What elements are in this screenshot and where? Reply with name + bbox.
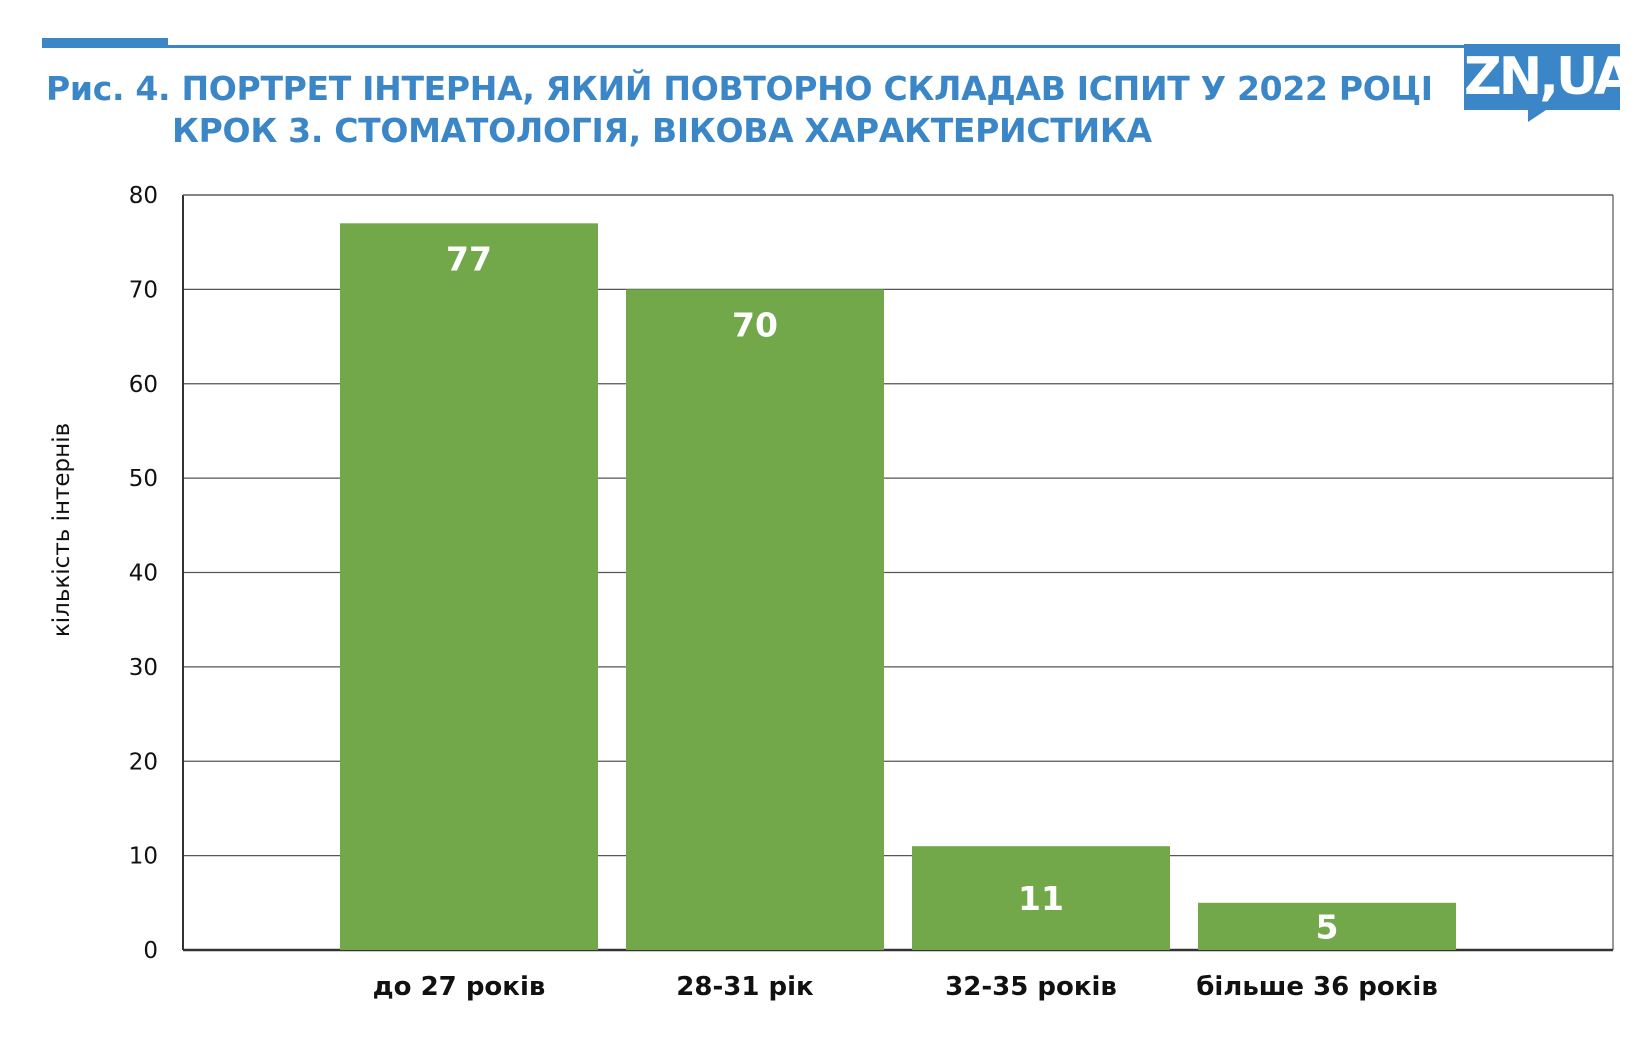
chart-title-line-1: Рис. 4. ПОРТРЕТ ІНТЕРНА, ЯКИЙ ПОВТОРНО С…	[46, 69, 1433, 108]
chart-title-line-2: КРОК 3. СТОМАТОЛОГІЯ, ВІКОВА ХАРАКТЕРИСТ…	[172, 111, 1152, 150]
y-tick-label: 30	[129, 655, 158, 681]
data-label: 11	[1018, 879, 1064, 918]
y-tick-label: 10	[129, 844, 158, 870]
zn-ua-logo: ZN,UA	[1464, 44, 1634, 110]
x-tick-label: більше 36 років	[1196, 972, 1438, 1002]
data-label: 70	[732, 305, 778, 344]
y-tick-label: 70	[129, 277, 158, 303]
y-tick-label: 50	[129, 466, 158, 492]
y-tick-label: 80	[129, 183, 158, 209]
chart-title: Рис. 4. ПОРТРЕТ ІНТЕРНА, ЯКИЙ ПОВТОРНО С…	[46, 68, 1433, 152]
bar	[340, 223, 598, 950]
bar	[626, 289, 884, 950]
header-rule	[168, 45, 1464, 48]
x-tick-label: 32-35 років	[945, 972, 1117, 1002]
bar-layer	[340, 223, 1456, 950]
bar	[1198, 902, 1456, 950]
y-tick-label: 20	[129, 749, 158, 775]
y-tick-label: 40	[129, 561, 158, 587]
x-tick-label: до 27 років	[373, 972, 546, 1002]
data-label: 77	[446, 239, 492, 278]
x-tick-label: 28-31 рік	[676, 972, 814, 1002]
y-tick-label: 60	[129, 372, 158, 398]
bar	[912, 846, 1170, 950]
y-tick-label: 0	[143, 938, 158, 964]
logo-speech-tail	[1528, 110, 1546, 122]
data-label: 5	[1316, 907, 1339, 946]
header-accent-bar	[42, 38, 168, 48]
label-layer: 0 10 20 30 40 50 60 70 80 77 до 27 років 70 28-31 рі…	[129, 183, 1438, 1002]
